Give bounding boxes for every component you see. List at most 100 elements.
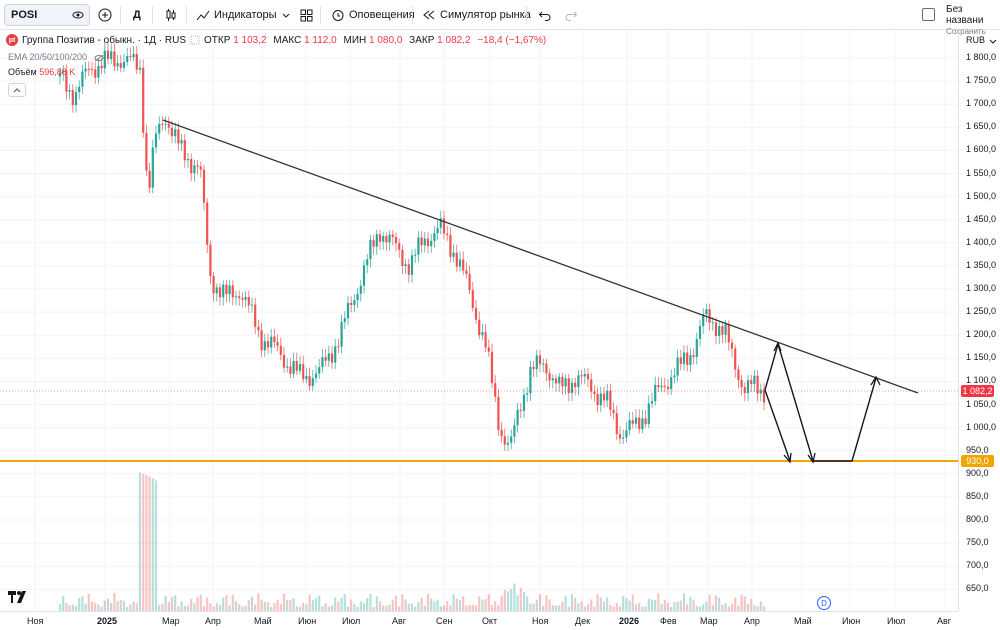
currency-label[interactable]: RUB [966,35,986,45]
layouts-button[interactable] [300,0,313,30]
volume-legend[interactable]: Объём 596,88 K [8,67,76,77]
candle-body [500,429,503,437]
add-symbol-button[interactable] [98,0,112,30]
price-tick-label: 1 200,0 [966,329,997,340]
redo-button[interactable] [564,0,578,30]
tradingview-logo-icon [8,591,26,603]
candle-body [506,442,510,445]
candle-body [471,290,474,308]
candle-body [654,384,657,402]
candle-body [90,69,94,71]
candle-body [702,314,705,327]
candle-body [484,332,487,348]
volume-bar [753,605,756,611]
volume-bar [148,476,151,611]
volume-bar [695,606,698,611]
volume-bar [324,603,327,611]
candle-body [417,237,420,255]
volume-bar [330,605,334,611]
candle-body [199,166,202,170]
symbol-title[interactable]: Группа Позитив - обыкн. · 1Д · RUS [22,34,187,46]
candle-body [250,304,254,306]
candle-body [346,302,350,319]
replay-button[interactable]: Симулятор рынка [422,0,531,30]
dividend-badge[interactable]: D [817,596,831,610]
alerts-button[interactable]: Оповещения [331,0,415,30]
candle-body [209,244,212,276]
symbol-search[interactable]: POSI [4,4,90,26]
current-price-tag: 1 082,2 [961,385,994,397]
volume-bar [231,594,234,611]
chart-type-button[interactable] [164,0,178,30]
volume-bar [417,602,420,611]
undo-button[interactable] [538,0,552,30]
time-axis[interactable]: Ноя 2025 Мар Апр Май Июн Июл Авг Сен Окт Ноя Дек 202… [0,611,958,630]
volume-bar [263,601,266,611]
candle-body [583,374,586,377]
candle-body [314,373,318,379]
collapse-legend-button[interactable] [8,83,26,97]
volume-bar [193,603,196,611]
candle-body [727,324,730,343]
eye-icon[interactable] [72,9,84,21]
volume-bar [65,603,68,611]
candle-body [183,140,186,161]
volume-bar [759,601,762,611]
volume-bar [286,599,289,611]
candle-body [350,302,353,305]
volume-bar [375,596,378,611]
volume-bar [279,604,282,611]
time-tick-label: Май [794,616,812,626]
volume-bar [522,591,526,611]
indicators-button[interactable]: Индикаторы [196,0,277,30]
volume-bar [583,606,586,611]
indicators-dropdown[interactable] [282,0,290,30]
candle-body [257,326,260,331]
candle-body [676,357,679,376]
candle-body [279,345,282,355]
volume-bar [161,604,164,611]
volume-bar [641,606,644,611]
tradingview-logo[interactable] [8,590,30,606]
volume-bar [180,601,183,611]
candle-body [308,375,311,387]
candle-body [644,418,647,425]
candle-body [410,255,414,275]
price-axis[interactable]: RUB 1 800,0 1 750,0 1 700,0 1 650,0 1 600,0 1… [958,31,1000,611]
ema-legend[interactable]: EMA 20/50/100/200 [8,52,104,62]
save-label: Сохранить [946,27,986,36]
settings-dots-icon[interactable] [190,35,200,45]
trend-line[interactable] [162,119,919,394]
candle-body [708,309,711,323]
candle-body [151,147,154,188]
forecast-arrow-down[interactable] [764,389,791,462]
eye-off-icon[interactable] [94,54,104,62]
candle-body [615,413,618,435]
price-tick-label: 1 350,0 [966,259,997,270]
price-chart[interactable] [0,31,1000,630]
volume-bar [215,603,218,611]
volume-bar [455,598,458,611]
volume-bar [449,605,452,611]
grid [0,31,958,611]
time-tick-label: Авг [392,616,407,626]
volume-bar [734,597,737,611]
volume-bar [564,596,567,611]
volume-bar [394,595,398,611]
candle-body [692,355,695,357]
candle-body [228,285,231,295]
candle-body [174,129,177,137]
layout-checkbox[interactable] [922,8,935,21]
candle-body [465,270,468,274]
layout-save-button[interactable]: Без названи Сохранить [946,4,1000,37]
volume-bar [516,595,519,611]
candle-body [631,420,634,424]
interval-button[interactable]: Д [133,9,141,21]
forecast-path[interactable] [764,341,877,462]
candle-body [385,236,388,243]
volume-bar [170,596,174,611]
volume-bar [289,599,292,611]
volume-bar [577,603,580,611]
volume-bar [388,604,391,611]
volume-bar [119,600,122,611]
